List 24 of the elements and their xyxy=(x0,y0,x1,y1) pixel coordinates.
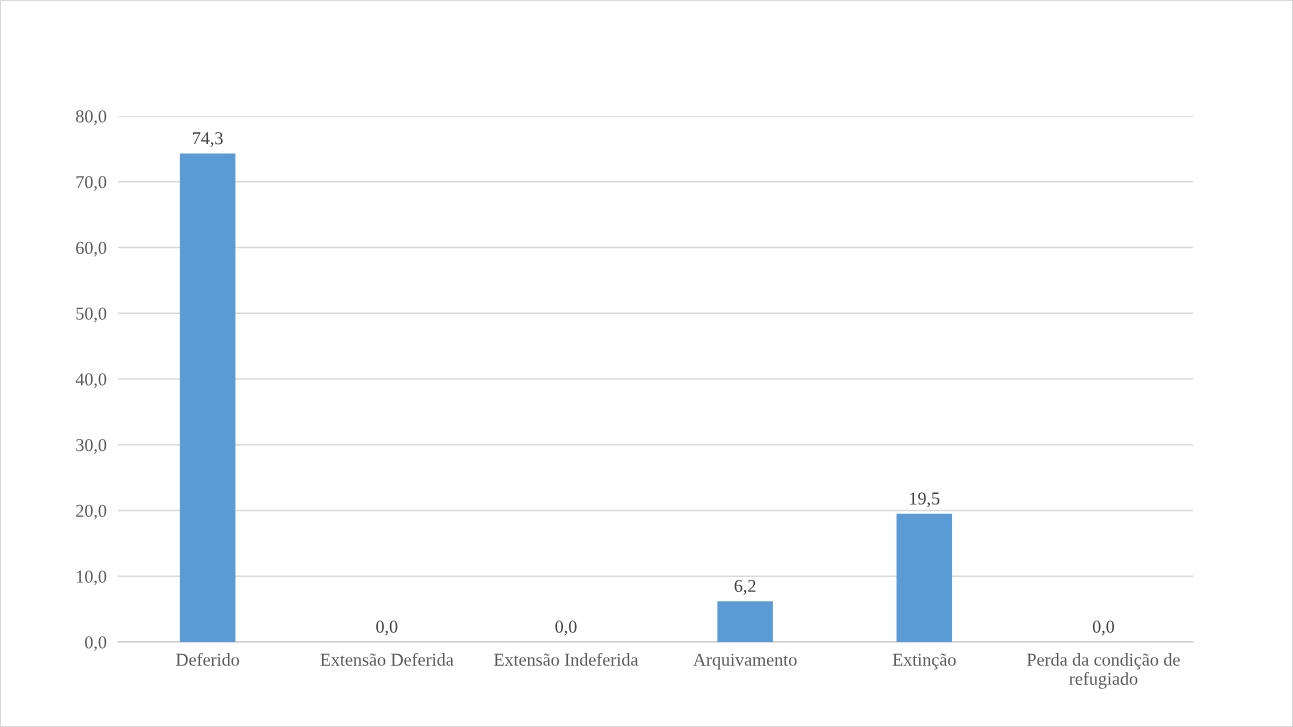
data-label: 0,0 xyxy=(376,620,398,636)
y-tick-label: 0,0 xyxy=(85,636,107,652)
y-tick-label: 80,0 xyxy=(76,110,107,126)
x-tick-label: Extensão Deferida xyxy=(320,652,454,666)
data-label: 19,5 xyxy=(910,492,940,508)
y-tick-label: 20,0 xyxy=(76,504,107,520)
data-label: 0,0 xyxy=(1092,620,1115,636)
data-label: 74,3 xyxy=(193,132,223,147)
x-tick-label: Perda da condição de refugiado xyxy=(1027,653,1180,689)
data-label: 0,0 xyxy=(555,620,577,636)
y-tick-label: 60,0 xyxy=(76,241,107,257)
x-tick-label: Extinção xyxy=(892,653,956,670)
bar xyxy=(179,153,236,643)
x-tick-label: Deferido xyxy=(176,652,240,666)
y-tick-label: 50,0 xyxy=(76,307,107,323)
y-tick-label: 30,0 xyxy=(76,439,107,454)
data-label: 6,2 xyxy=(734,579,756,595)
y-tick-label: 10,0 xyxy=(76,570,107,586)
x-tick-label: Arquivamento xyxy=(693,653,797,670)
x-tick-label: Extensão Indeferida xyxy=(494,652,639,666)
bar xyxy=(717,601,773,643)
bar xyxy=(896,513,953,643)
y-tick-label: 70,0 xyxy=(76,176,107,191)
y-tick-label: 40,0 xyxy=(75,373,107,389)
